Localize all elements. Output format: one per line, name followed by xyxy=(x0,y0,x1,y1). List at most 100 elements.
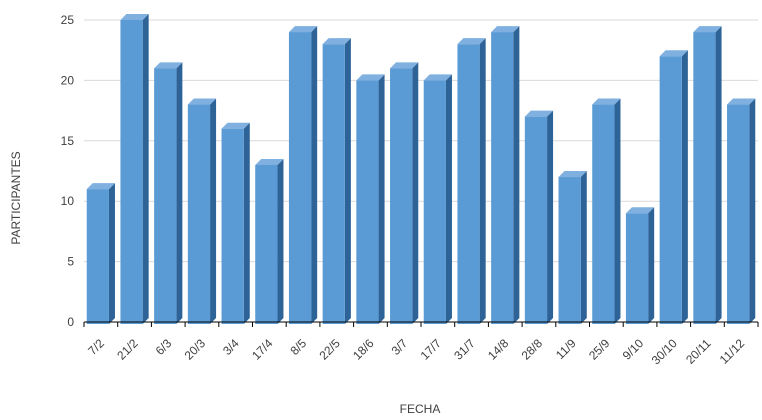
bar-top xyxy=(625,207,655,214)
bar-top xyxy=(558,171,587,178)
bar-top xyxy=(423,74,452,81)
x-tick-label: 18/6 xyxy=(350,336,377,363)
bar-top xyxy=(120,14,149,20)
bar xyxy=(457,38,486,324)
bar xyxy=(423,74,452,325)
bar-front xyxy=(491,32,514,325)
y-tick-label: 20 xyxy=(61,73,75,87)
bar-front xyxy=(457,44,480,324)
bar xyxy=(491,26,520,325)
x-tick-label: 20/11 xyxy=(683,336,714,367)
x-tick-label: 31/7 xyxy=(451,336,478,363)
x-tick-label: 3/7 xyxy=(389,336,411,358)
bar-side xyxy=(108,183,115,324)
bar-top xyxy=(288,26,318,33)
bar xyxy=(154,62,183,324)
bar-side xyxy=(243,122,250,324)
bar-front xyxy=(356,80,379,325)
gridlines xyxy=(84,19,758,263)
bar-side xyxy=(445,74,452,325)
bar-front xyxy=(187,104,211,324)
bar-top xyxy=(86,183,115,190)
bar-top xyxy=(322,38,351,45)
x-tick-label: 6/3 xyxy=(153,336,175,358)
bar-front xyxy=(693,32,716,325)
bar xyxy=(187,98,217,324)
x-tick-label: 30/10 xyxy=(649,336,680,367)
bar-front xyxy=(659,56,682,325)
bars xyxy=(86,14,756,325)
y-tick-label: 15 xyxy=(61,134,75,148)
bar-front xyxy=(255,164,278,324)
x-tick-label: 11/9 xyxy=(553,336,579,362)
axes xyxy=(83,321,759,327)
x-axis-title: FECHA xyxy=(400,402,441,416)
bar-front xyxy=(221,128,244,324)
bar-side xyxy=(344,38,351,324)
x-tick-label: 17/7 xyxy=(418,336,445,363)
bar-side xyxy=(681,50,688,325)
bar xyxy=(221,122,250,324)
bar xyxy=(524,110,554,324)
bar-side xyxy=(614,98,621,324)
x-tick-label: 20/3 xyxy=(182,336,209,363)
bar-top xyxy=(727,98,756,105)
x-tick-label: 3/4 xyxy=(220,336,242,358)
bar-top xyxy=(693,26,722,33)
y-tick-label: 5 xyxy=(67,255,74,269)
bar-side xyxy=(176,62,183,324)
bar-front xyxy=(524,116,548,324)
bar-top xyxy=(457,38,486,45)
bar xyxy=(390,62,419,324)
bar xyxy=(659,50,688,325)
bar-side xyxy=(749,98,756,324)
bar-top xyxy=(390,62,419,69)
bar-front xyxy=(390,68,413,324)
bar xyxy=(592,98,621,324)
bar xyxy=(693,26,722,325)
x-tick-label: 9/10 xyxy=(620,336,647,363)
bar-front xyxy=(154,68,177,324)
bar-front xyxy=(288,32,312,325)
bar-front xyxy=(625,213,649,324)
bar-front xyxy=(86,189,109,324)
x-tick-label: 17/4 xyxy=(249,336,276,363)
bar-side xyxy=(412,62,419,324)
bar-front xyxy=(727,104,750,324)
bar-side xyxy=(210,98,217,324)
bar xyxy=(255,158,284,324)
bar xyxy=(558,171,587,324)
x-tick-label: 8/5 xyxy=(287,336,309,358)
bar-side xyxy=(513,26,520,325)
y-tick-label: 10 xyxy=(61,194,75,208)
bar-top xyxy=(491,26,520,33)
bar-front xyxy=(423,80,446,325)
bar-top xyxy=(659,50,688,57)
bar-side xyxy=(378,74,385,325)
x-tick-label: 28/8 xyxy=(519,336,546,363)
y-tick-label: 25 xyxy=(61,13,75,27)
y-tick-label: 0 xyxy=(67,315,74,329)
y-axis-title: PARTICIPANTES xyxy=(9,151,23,244)
bar-top xyxy=(154,62,183,69)
bar xyxy=(727,98,756,324)
bar-front xyxy=(558,177,581,324)
bar-side xyxy=(547,110,554,324)
bar-front xyxy=(592,104,615,324)
y-tick-labels: 0 5 10 15 20 25 xyxy=(61,13,75,329)
bar xyxy=(356,74,385,325)
bar-side xyxy=(479,38,486,324)
bar-top xyxy=(255,158,284,165)
bar-side xyxy=(142,14,149,324)
bar-side xyxy=(277,158,284,324)
bar-side xyxy=(648,207,655,324)
bar-side xyxy=(580,171,587,324)
x-tick-labels: 7/2 21/2 6/3 20/3 3/4 17/4 8/5 22/5 18/6 3/7 17/7 3… xyxy=(85,336,747,367)
bar xyxy=(288,26,318,325)
bar-top xyxy=(524,110,554,117)
x-tick-label: 7/2 xyxy=(85,336,107,358)
bar-front xyxy=(120,20,143,324)
bar-top xyxy=(187,98,217,105)
bar xyxy=(625,207,655,324)
